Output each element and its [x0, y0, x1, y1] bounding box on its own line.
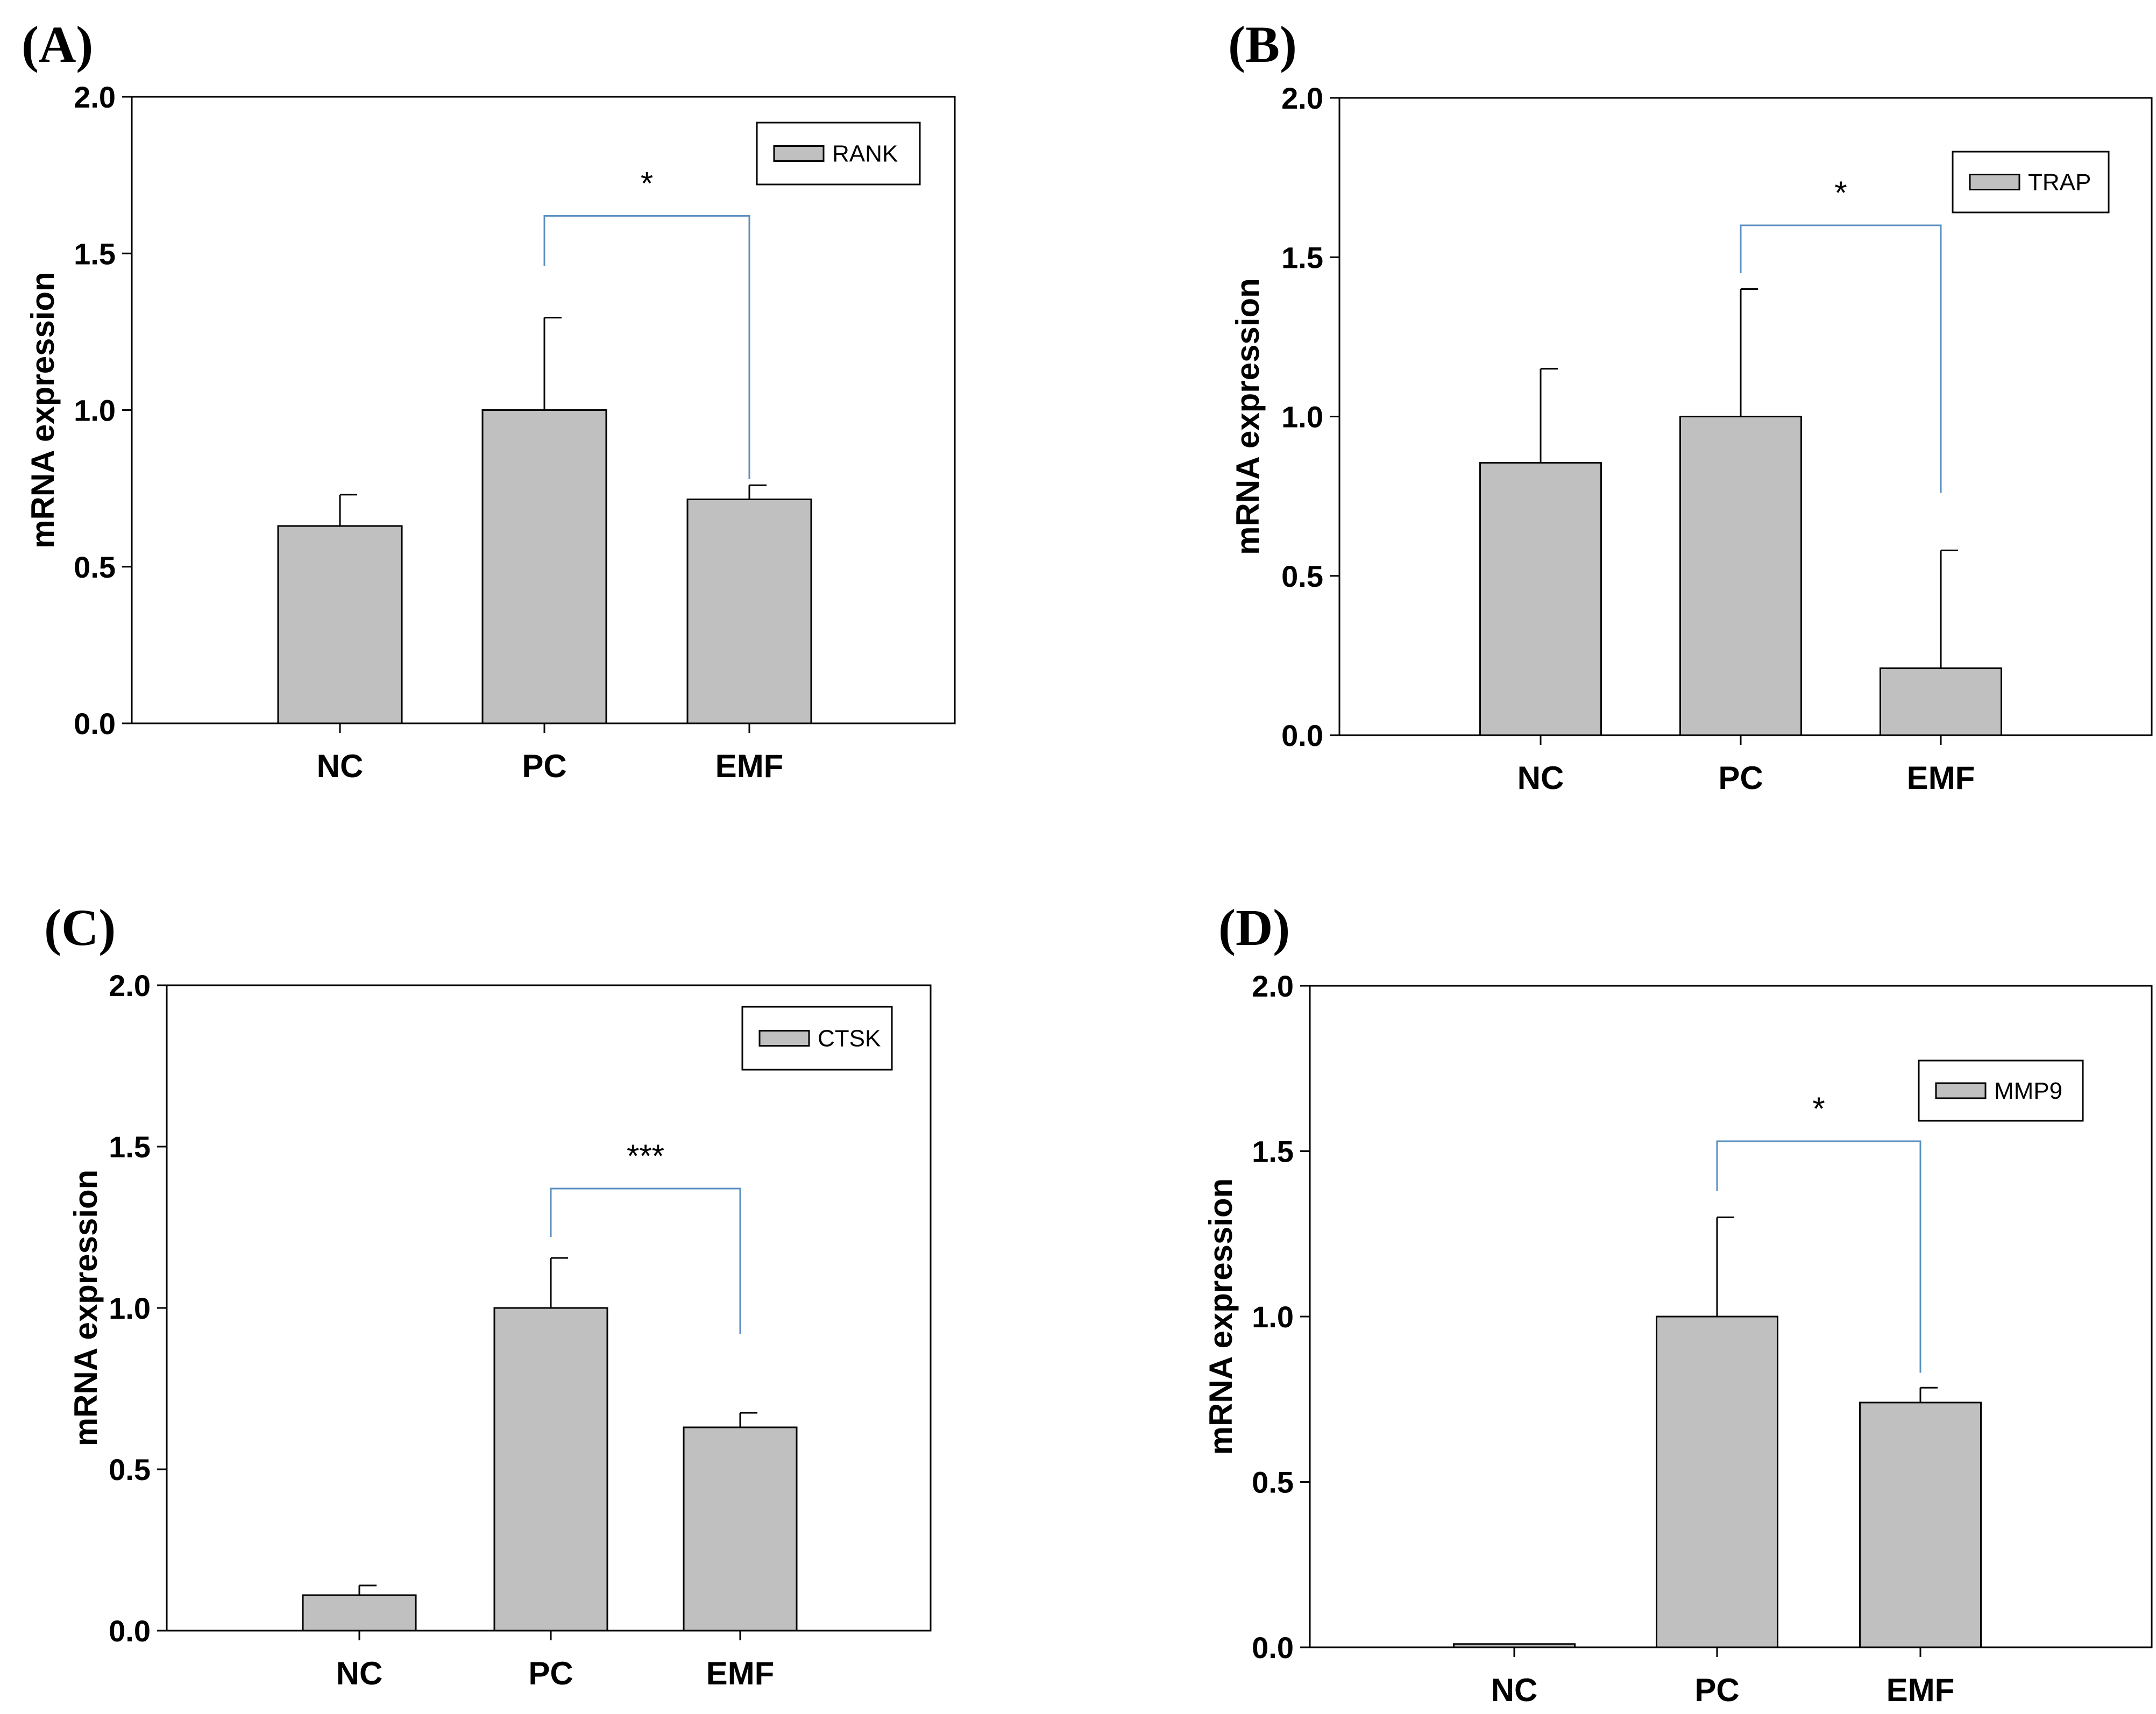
- y-tick-label: 1.5: [109, 1130, 151, 1164]
- bar: [493, 1307, 608, 1632]
- y-tick-label: 1.0: [109, 1291, 151, 1325]
- y-tick-label: 1.5: [1252, 1135, 1294, 1169]
- y-tick-label: 1.0: [1281, 400, 1323, 434]
- category-label: PC: [1694, 1672, 1739, 1708]
- y-axis-title: mRNA expression: [1203, 1178, 1239, 1455]
- bar: [683, 1426, 798, 1632]
- chart-panel: (D) 0.0 0.5 1.0 1.5 2.0 mRNA expression NC PC EMF…: [1203, 899, 2153, 1708]
- category-label: NC: [336, 1655, 383, 1691]
- y-tick-label: 0.5: [74, 550, 116, 584]
- significance-bracket: [543, 215, 750, 479]
- y-tick-label: 2.0: [1281, 81, 1323, 115]
- legend-label: RANK: [832, 141, 898, 167]
- y-tick-label: 0.0: [1252, 1631, 1294, 1665]
- y-tick-label: 2.0: [1252, 969, 1294, 1003]
- y-axis-title: mRNA expression: [1230, 278, 1266, 555]
- bar: [1679, 416, 1802, 736]
- y-tick-label: 1.0: [74, 394, 116, 428]
- category-label: EMF: [715, 748, 784, 784]
- category-label: PC: [528, 1655, 573, 1691]
- y-tick-label: 0.5: [109, 1453, 151, 1487]
- category-label: EMF: [1907, 760, 1975, 796]
- legend-label: CTSK: [818, 1026, 881, 1052]
- category-label: EMF: [706, 1655, 775, 1691]
- bar: [1453, 1643, 1576, 1648]
- bar: [1859, 1402, 1982, 1648]
- chart-panel: (C) 0.0 0.5 1.0 1.5 2.0 mRNA expression NC PC EMF…: [44, 899, 932, 1691]
- panel-label: (A): [22, 16, 93, 73]
- legend-swatch: [758, 1030, 810, 1047]
- panel-label: (B): [1228, 16, 1297, 73]
- category-label: NC: [1517, 760, 1564, 796]
- legend-label: MMP9: [1994, 1078, 2062, 1104]
- legend-swatch: [1969, 174, 2020, 190]
- panel-label: (D): [1218, 899, 1290, 956]
- significance-bracket: [1716, 1140, 1921, 1373]
- y-axis-title: mRNA expression: [68, 1170, 104, 1447]
- category-label: NC: [1491, 1672, 1538, 1708]
- y-tick-label: 2.0: [74, 80, 116, 114]
- y-tick-label: 0.5: [1252, 1466, 1294, 1499]
- chart-panel: (B) 0.0 0.5 1.0 1.5 2.0 mRNA expression NC PC EMF…: [1228, 16, 2153, 796]
- y-tick-label: 2.0: [109, 969, 151, 1002]
- bar: [302, 1594, 417, 1632]
- bar: [277, 525, 403, 724]
- bar: [481, 409, 607, 724]
- significance-label: *: [1834, 175, 1847, 211]
- significance-bracket: [550, 1187, 741, 1334]
- category-label: EMF: [1886, 1672, 1955, 1708]
- category-label: PC: [1718, 760, 1763, 796]
- legend-swatch: [773, 145, 825, 162]
- significance-label: *: [1812, 1091, 1825, 1127]
- y-axis-title: mRNA expression: [25, 272, 61, 549]
- category-label: PC: [522, 748, 566, 784]
- bar: [1656, 1315, 1778, 1648]
- legend-swatch: [1935, 1082, 1987, 1099]
- panel-label: (C): [44, 899, 116, 956]
- y-tick-label: 0.5: [1281, 559, 1323, 593]
- bar: [1479, 461, 1602, 736]
- legend-label: TRAP: [2028, 169, 2091, 196]
- bar: [686, 499, 812, 724]
- y-tick-label: 0.0: [109, 1614, 151, 1648]
- category-label: NC: [317, 748, 364, 784]
- y-tick-label: 0.0: [1281, 719, 1323, 752]
- significance-bracket: [1740, 224, 1942, 493]
- y-tick-label: 0.0: [74, 707, 116, 741]
- chart-panel: (A) 0.0 0.5 1.0 1.5 2.0 mRNA expression NC PC EMF…: [22, 16, 956, 784]
- y-tick-label: 1.5: [1281, 240, 1323, 274]
- y-tick-label: 1.0: [1252, 1300, 1294, 1334]
- significance-label: ***: [627, 1138, 664, 1174]
- y-tick-label: 1.5: [74, 237, 116, 271]
- significance-label: *: [641, 165, 653, 201]
- bar: [1880, 667, 2002, 736]
